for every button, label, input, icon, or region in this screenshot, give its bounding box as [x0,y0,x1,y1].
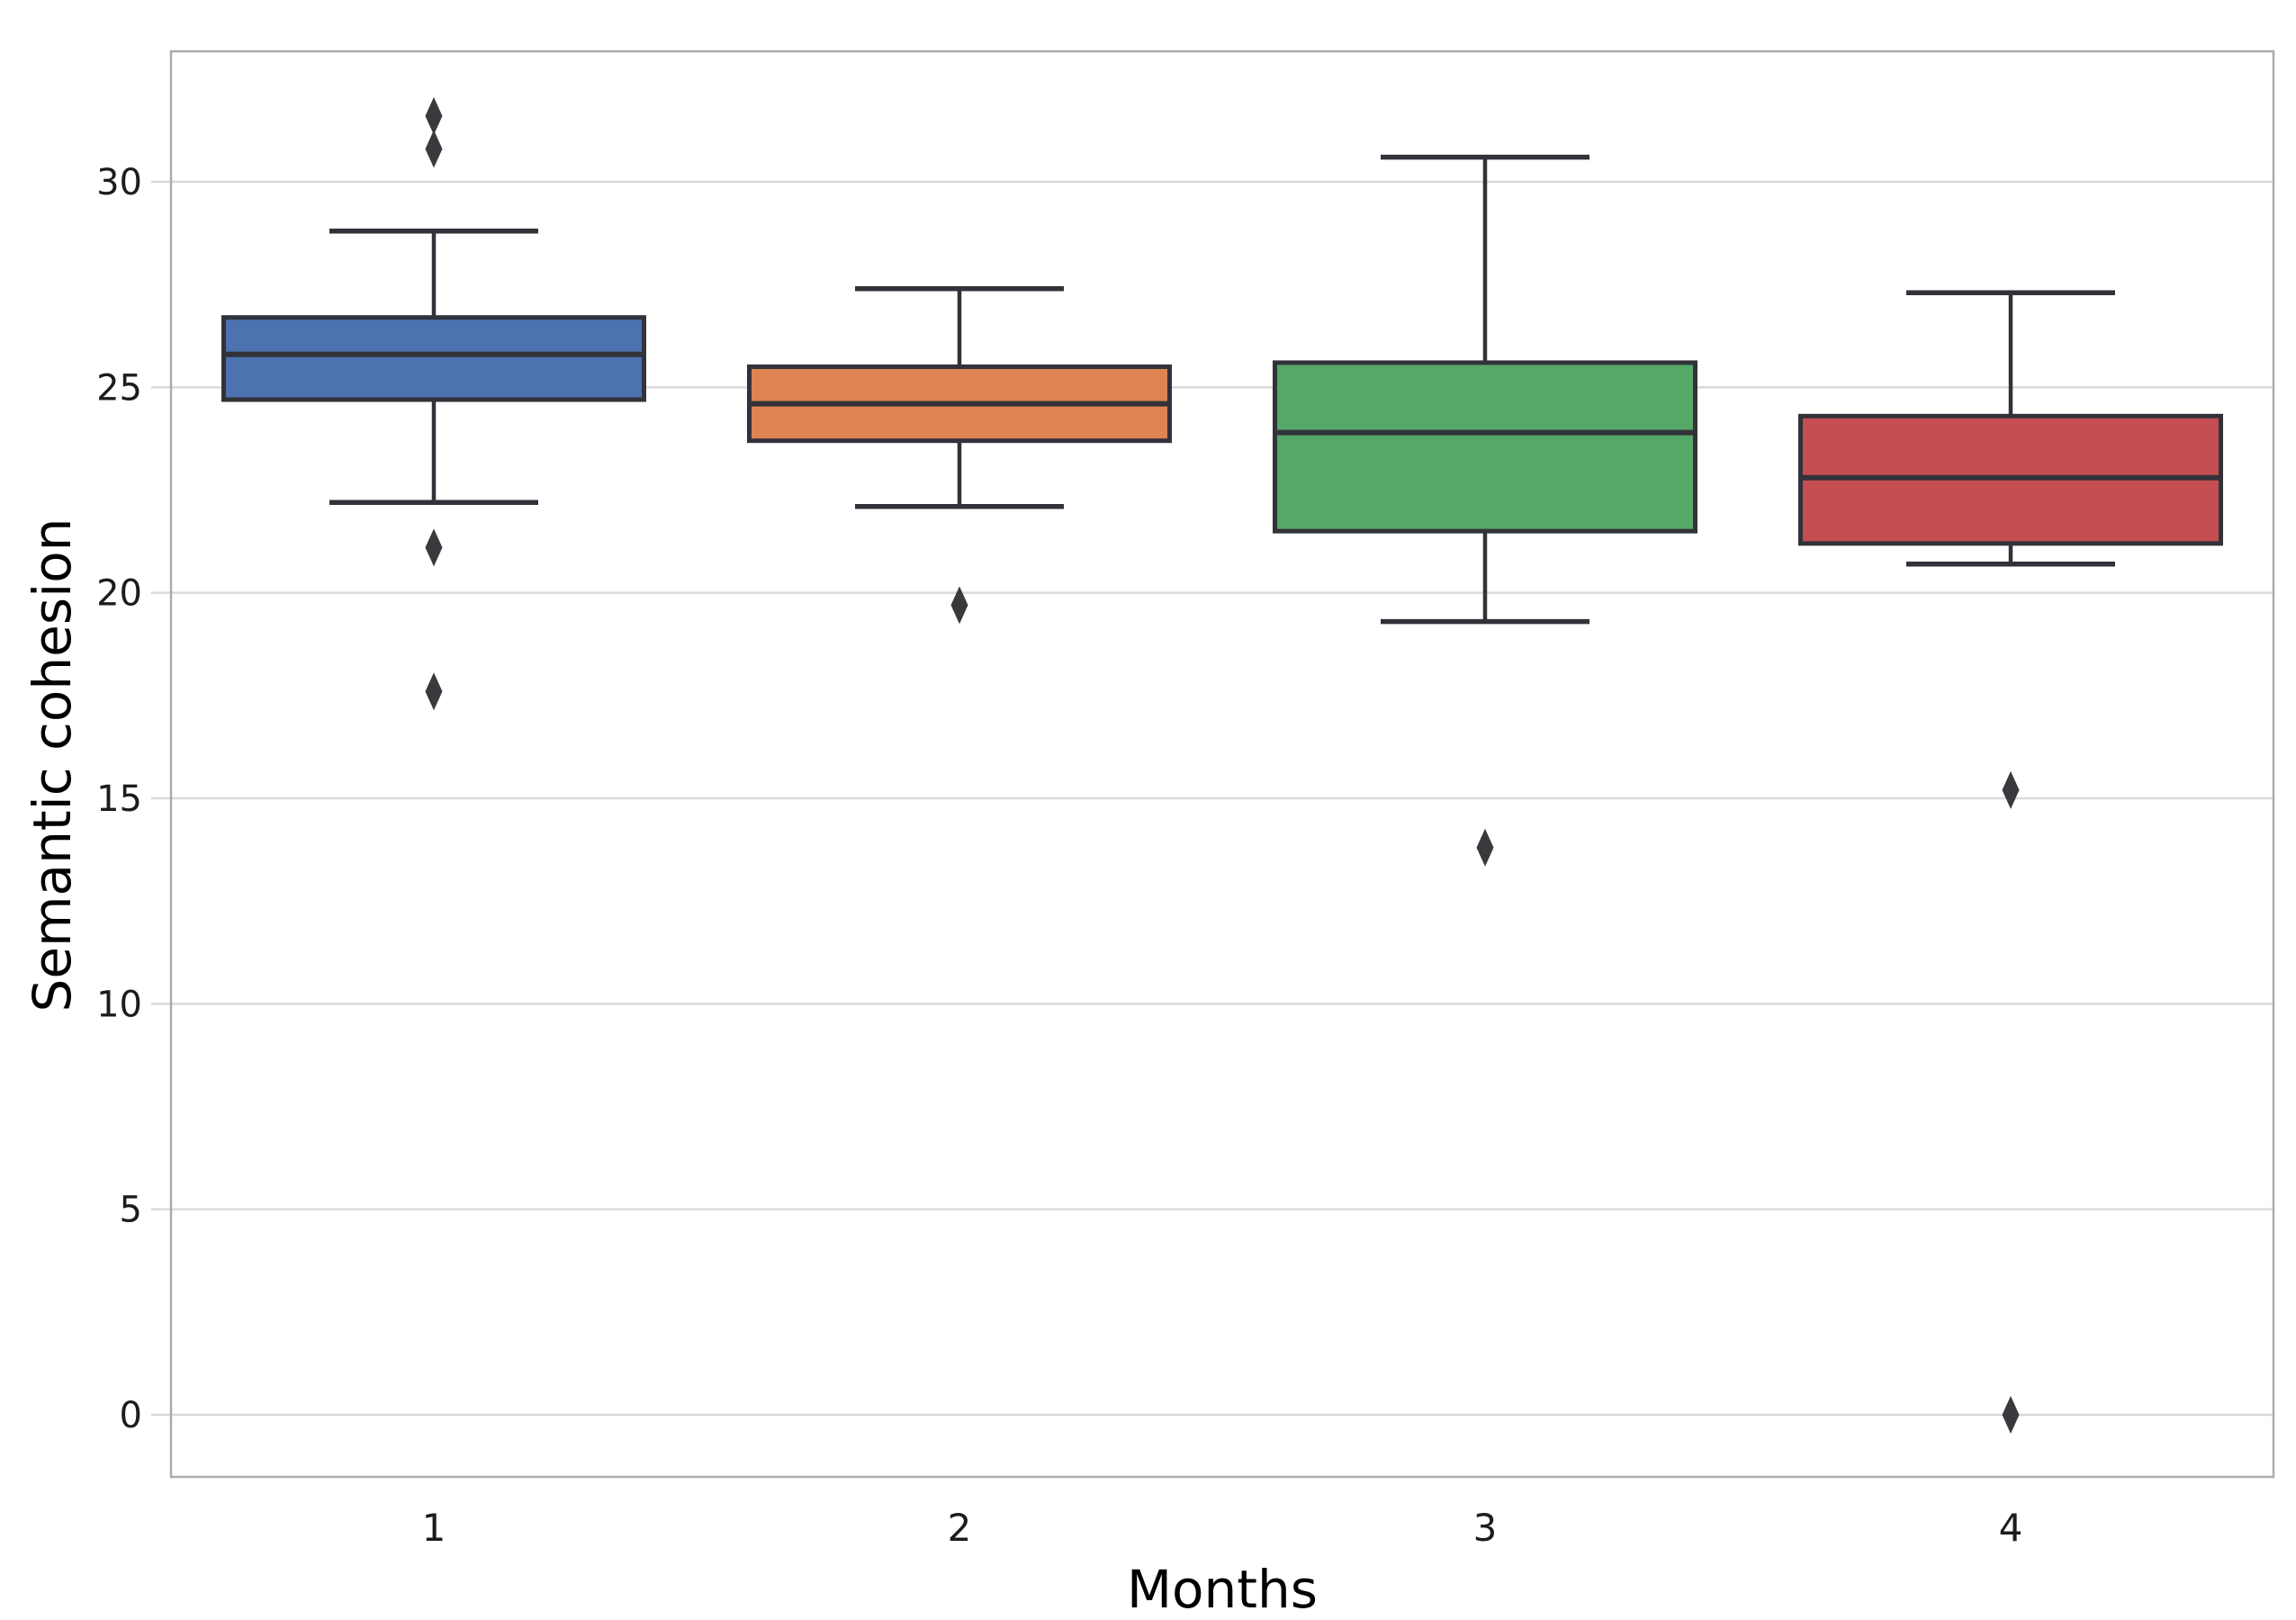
x-tick-label-1: 1 [422,1506,446,1550]
y-axis-label: Semantic cohesion [22,518,83,1012]
boxes-layer [221,96,2223,1434]
y-tick-label-5: 5 [120,1190,142,1231]
y-tick-label-0: 0 [120,1395,142,1436]
outlier-diamond-1-3 [425,528,443,567]
tick-labels-layer: 0 5 10 15 20 25 30 1 2 3 4 [96,162,2022,1550]
outlier-diamond-4-2 [2002,1396,2020,1434]
plot-border [169,50,2275,1479]
y-tick-label-25: 25 [96,367,142,409]
outlier-diamond-1-4 [425,672,443,711]
x-tick-label-4: 4 [1999,1506,2023,1550]
axes-spines-layer [169,50,2275,1479]
outlier-diamond-2-1 [950,586,968,625]
y-tick-label-10: 10 [96,984,142,1025]
box-group-4 [1798,290,2223,1434]
outlier-diamond-3-1 [1476,828,1494,867]
x-axis-label: Months [1127,1559,1318,1620]
box-group-2 [747,285,1172,625]
x-tick-label-2: 2 [948,1506,972,1550]
x-tick-label-3: 3 [1473,1506,1498,1550]
iqr-box-1 [221,315,646,402]
outlier-diamond-1-1 [425,96,443,135]
box-group-1 [221,96,646,711]
y-tick-label-15: 15 [96,778,142,820]
y-tick-label-20: 20 [96,573,142,615]
box-group-3 [1273,154,1697,867]
y-tick-label-30: 30 [96,162,142,203]
iqr-box-3 [1273,360,1697,534]
outlier-diamond-4-1 [2002,770,2020,809]
outlier-diamond-1-2 [425,130,443,168]
